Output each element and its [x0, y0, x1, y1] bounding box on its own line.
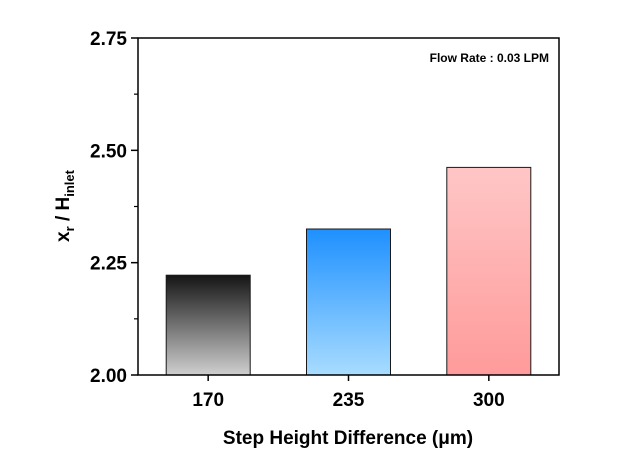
x-tick-label-170: 170 — [192, 390, 224, 411]
y-axis-title-sub2: inlet — [62, 169, 77, 196]
x-axis-title: Step Height Difference (μm) — [223, 428, 473, 449]
bar-300 — [446, 166, 532, 376]
bar-235 — [306, 228, 391, 376]
y-axis-title-main: x — [53, 231, 74, 242]
y-tick-label-2.75: 2.75 — [90, 29, 127, 50]
y-axis-title-mid: / H — [53, 197, 74, 227]
bar-170 — [165, 274, 251, 376]
x-tick-label-300: 300 — [473, 390, 505, 411]
y-tick-label-2.00: 2.00 — [90, 366, 127, 387]
x-tick-label-235: 235 — [333, 390, 365, 411]
y-axis: 2.00 2.25 2.50 2.75 — [90, 29, 138, 387]
y-axis-title-sub1: r — [62, 226, 77, 231]
y-tick-label-2.50: 2.50 — [90, 141, 127, 162]
bars-group — [165, 166, 532, 376]
annotation-flow-rate: Flow Rate : 0.03 LPM — [430, 51, 549, 65]
y-tick-label-2.25: 2.25 — [90, 254, 127, 275]
x-axis: 170 235 300 — [192, 375, 505, 411]
y-axis-title: xr / Hinlet — [53, 169, 77, 242]
